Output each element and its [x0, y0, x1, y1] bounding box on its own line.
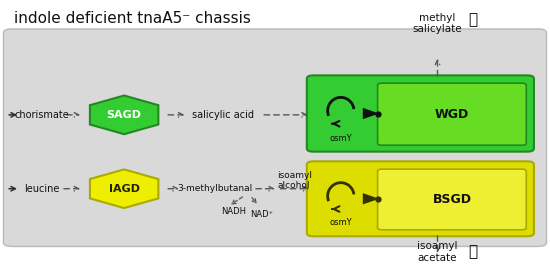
- FancyBboxPatch shape: [378, 169, 526, 230]
- Text: chorismate: chorismate: [14, 110, 69, 120]
- Text: 3-methylbutanal: 3-methylbutanal: [177, 184, 252, 193]
- Text: indole deficient tnaA5⁻ chassis: indole deficient tnaA5⁻ chassis: [14, 11, 251, 26]
- Text: 🌿: 🌿: [469, 12, 478, 27]
- FancyBboxPatch shape: [307, 161, 534, 236]
- Text: IAGD: IAGD: [109, 184, 140, 194]
- Text: NAD⁺: NAD⁺: [250, 210, 273, 219]
- Text: BSGD: BSGD: [432, 193, 471, 206]
- Text: WGD: WGD: [435, 108, 469, 121]
- Text: SAGD: SAGD: [107, 110, 142, 120]
- Text: NADH: NADH: [221, 207, 246, 216]
- Text: osmY: osmY: [329, 134, 352, 143]
- Text: methyl
salicylate: methyl salicylate: [412, 13, 463, 34]
- Polygon shape: [90, 96, 158, 134]
- Text: isoamyl
acetate: isoamyl acetate: [417, 241, 458, 263]
- FancyBboxPatch shape: [3, 29, 547, 247]
- FancyBboxPatch shape: [307, 75, 534, 152]
- Text: salicylic acid: salicylic acid: [192, 110, 254, 120]
- Text: leucine: leucine: [24, 184, 59, 194]
- Polygon shape: [363, 193, 379, 204]
- Polygon shape: [363, 108, 379, 119]
- Text: osmY: osmY: [329, 218, 352, 227]
- Text: 🍌: 🍌: [469, 244, 478, 259]
- FancyBboxPatch shape: [378, 83, 526, 145]
- Text: isoamyl
alcohol: isoamyl alcohol: [277, 171, 312, 190]
- Polygon shape: [90, 169, 158, 208]
